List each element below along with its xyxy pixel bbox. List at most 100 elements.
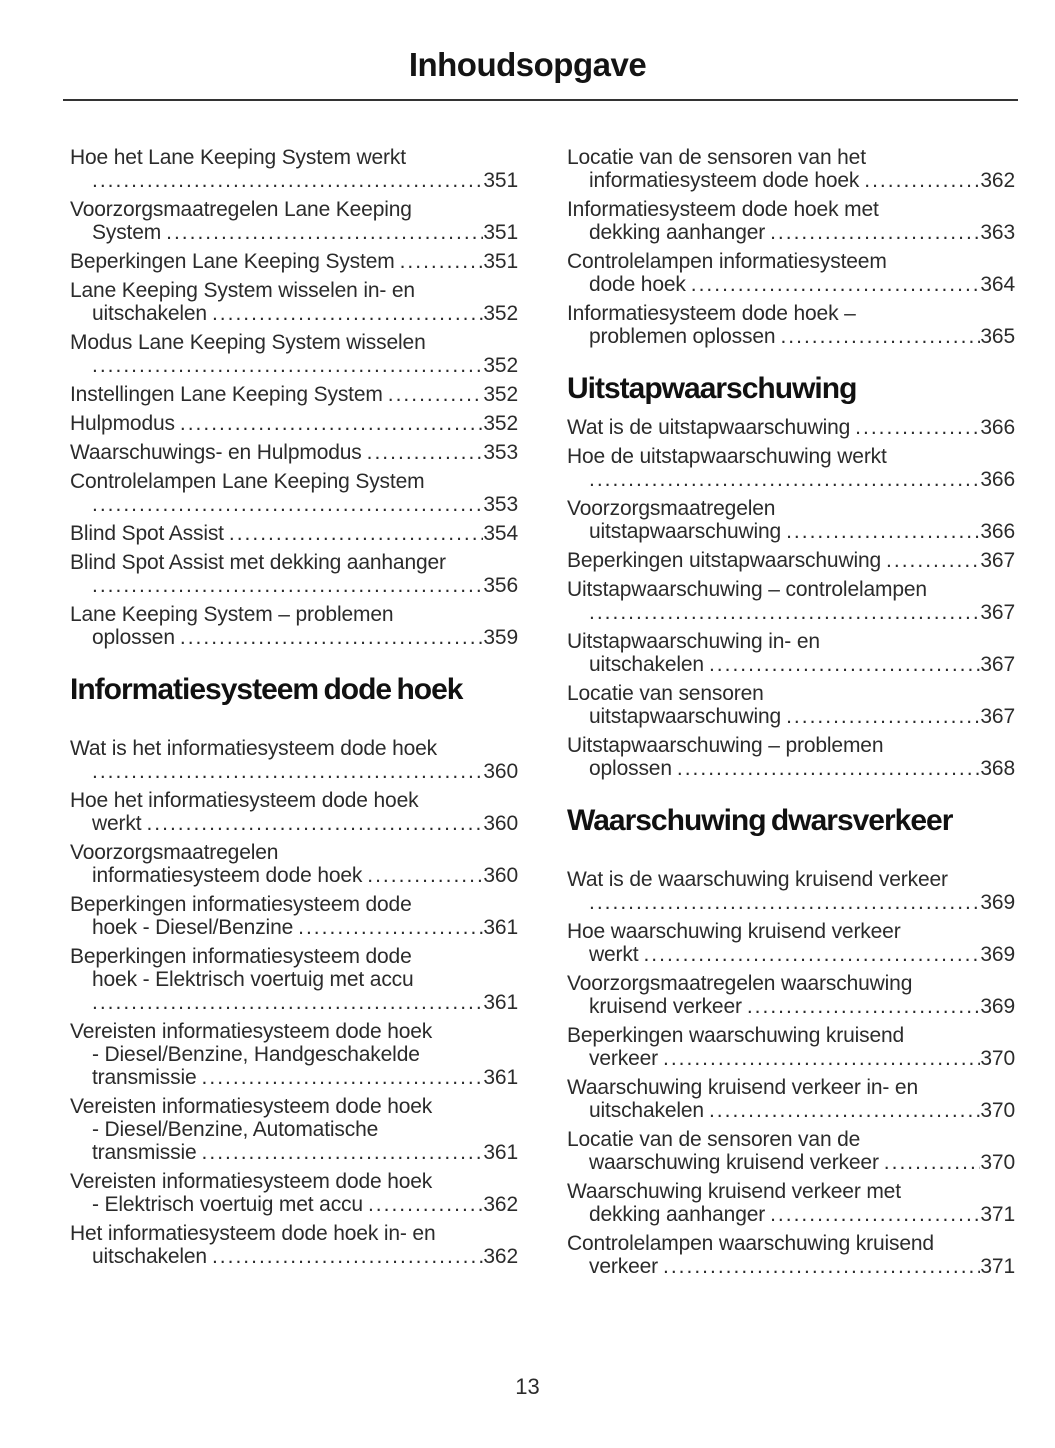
dot-leader xyxy=(92,354,483,377)
toc-column-right: Locatie van de sensoren van het informati… xyxy=(567,146,1015,1284)
toc-entry-page-number: 362 xyxy=(483,1245,518,1268)
toc-entry-page-number: 366 xyxy=(980,416,1015,439)
toc-entry-tail-text: hoek - Diesel/Benzine xyxy=(92,916,294,939)
toc-entry: Instellingen Lane Keeping System 352 xyxy=(70,383,518,406)
toc-entry-leader-line: uitstapwaarschuwing 367 xyxy=(567,705,1015,728)
dot-leader xyxy=(368,1193,483,1216)
toc-entry-page-number: 361 xyxy=(483,1066,518,1089)
dot-leader xyxy=(864,169,980,192)
dot-leader xyxy=(663,1047,980,1070)
dot-leader xyxy=(855,416,980,439)
dot-leader xyxy=(92,760,483,783)
toc-entry-page-number: 371 xyxy=(980,1255,1015,1278)
toc-entry-leader-line: oplossen 359 xyxy=(70,626,518,649)
toc-entry-leader-line: 366 xyxy=(567,468,1015,491)
toc-entry-leader-line: uitstapwaarschuwing 366 xyxy=(567,520,1015,543)
toc-entry: Controlelampen Lane Keeping System 353 xyxy=(70,470,518,516)
toc-entry: Waarschuwings- en Hulpmodus 353 xyxy=(70,441,518,464)
toc-entry: Uitstapwaarschuwing – controlelampen 367 xyxy=(567,578,1015,624)
toc-entry-page-number: 362 xyxy=(483,1193,518,1216)
section-heading: Waarschuwing dwarsverkeer xyxy=(567,804,953,837)
toc-entry-tail-text: Beperkingen uitstapwaarschuwing xyxy=(567,549,882,572)
toc-entry-title-line: Blind Spot Assist met dekking aanhanger xyxy=(70,551,446,574)
toc-entry: Beperkingen informatiesysteem dode hoek -… xyxy=(70,945,518,1014)
dot-leader xyxy=(92,991,483,1014)
toc-entry: Vereisten informatiesysteem dode hoek - D… xyxy=(70,1095,518,1164)
toc-entry-title-line: Waarschuwing kruisend verkeer in- en xyxy=(567,1076,918,1099)
toc-entry: Informatiesysteem dode hoek met dekking a… xyxy=(567,198,1015,244)
toc-entry-title-line: Hoe het informatiesysteem dode hoek xyxy=(70,789,419,812)
dot-leader xyxy=(202,1066,484,1089)
toc-entry-tail-text: waarschuwing kruisend verkeer xyxy=(589,1151,879,1174)
dot-leader xyxy=(770,1203,980,1226)
dot-leader xyxy=(212,302,483,325)
toc-entry-tail-text: transmissie xyxy=(92,1141,197,1164)
section-heading: Informatiesysteem dode hoek xyxy=(70,673,463,706)
toc-entry-page-number: 366 xyxy=(980,520,1015,543)
toc-entry-leader-line: Instellingen Lane Keeping System 352 xyxy=(70,383,518,406)
toc-entry-tail-text: uitstapwaarschuwing xyxy=(589,705,782,728)
dot-leader xyxy=(180,626,484,649)
toc-entry-tail-text: Beperkingen Lane Keeping System xyxy=(70,250,395,273)
toc-entry-leader-line: 361 xyxy=(70,991,518,1014)
toc-entry-leader-line: Wat is de uitstapwaarschuwing 366 xyxy=(567,416,1015,439)
toc-entry: Waarschuwing kruisend verkeer met dekking… xyxy=(567,1180,1015,1226)
toc-entry-tail-text: werkt xyxy=(92,812,142,835)
dot-leader xyxy=(643,943,980,966)
dot-leader xyxy=(92,169,483,192)
toc-entry-tail-text: verkeer xyxy=(589,1047,658,1070)
toc-entry-title-line: Vereisten informatiesysteem dode hoek xyxy=(70,1020,433,1043)
toc-entry-leader-line: informatiesysteem dode hoek 360 xyxy=(70,864,518,887)
toc-entry-tail-text: informatiesysteem dode hoek xyxy=(92,864,363,887)
toc-entry-tail-text: oplossen xyxy=(589,757,672,780)
toc-entry: Beperkingen uitstapwaarschuwing 367 xyxy=(567,549,1015,572)
toc-entry-tail-text: transmissie xyxy=(92,1066,197,1089)
dot-leader xyxy=(780,325,980,348)
toc-entry-leader-line: 353 xyxy=(70,493,518,516)
section-heading: Uitstapwaarschuwing xyxy=(567,372,857,405)
toc-entry-leader-line: - Elektrisch voertuig met accu 362 xyxy=(70,1193,518,1216)
dot-leader xyxy=(388,383,484,406)
toc-entry-tail-text: uitschakelen xyxy=(589,653,704,676)
toc-entry-tail-text: Instellingen Lane Keeping System xyxy=(70,383,383,406)
toc-entry-title-line: Locatie van de sensoren van het xyxy=(567,146,866,169)
toc-entry-title-line: Controlelampen waarschuwing kruisend xyxy=(567,1232,934,1255)
toc-entry-leader-line: System 351 xyxy=(70,221,518,244)
toc-entry-tail-text: Waarschuwings- en Hulpmodus xyxy=(70,441,362,464)
dot-leader xyxy=(367,864,483,887)
toc-entry-title-line: Wat is het informatiesysteem dode hoek xyxy=(70,737,438,760)
dot-leader xyxy=(166,221,483,244)
toc-entry-leader-line: kruisend verkeer 369 xyxy=(567,995,1015,1018)
toc-entry-page-number: 369 xyxy=(980,995,1015,1018)
toc-entry-page-number: 362 xyxy=(980,169,1015,192)
toc-entry: Wat is de waarschuwing kruisend verkeer 3… xyxy=(567,868,1015,914)
toc-entry-leader-line: uitschakelen 362 xyxy=(70,1245,518,1268)
toc-entry: Hulpmodus 352 xyxy=(70,412,518,435)
toc-entry-title-line: Wat is de waarschuwing kruisend verkeer xyxy=(567,868,948,891)
toc-entry-leader-line: verkeer 371 xyxy=(567,1255,1015,1278)
dot-leader xyxy=(367,441,484,464)
dot-leader xyxy=(92,574,483,597)
toc-entry-tail-text: uitschakelen xyxy=(92,1245,207,1268)
toc-entry-leader-line: transmissie 361 xyxy=(70,1066,518,1089)
dot-leader xyxy=(202,1141,484,1164)
dot-leader xyxy=(298,916,483,939)
toc-entry-page-number: 360 xyxy=(483,760,518,783)
toc-entry-leader-line: Beperkingen Lane Keeping System 351 xyxy=(70,250,518,273)
toc-entry-tail-text: problemen oplossen xyxy=(589,325,776,348)
toc-entry-title-line: Beperkingen informatiesysteem dode xyxy=(70,945,412,968)
toc-entry-page-number: 367 xyxy=(980,705,1015,728)
toc-entry-page-number: 360 xyxy=(483,864,518,887)
toc-entry-tail-text: dekking aanhanger xyxy=(589,221,766,244)
toc-entry-leader-line: uitschakelen 367 xyxy=(567,653,1015,676)
toc-entry-leader-line: 352 xyxy=(70,354,518,377)
dot-leader xyxy=(691,273,981,296)
toc-entry-title-line: hoek - Elektrisch voertuig met accu xyxy=(92,968,414,991)
toc-entry-page-number: 361 xyxy=(483,1141,518,1164)
toc-entry-title-line: Beperkingen waarschuwing kruisend xyxy=(567,1024,905,1047)
